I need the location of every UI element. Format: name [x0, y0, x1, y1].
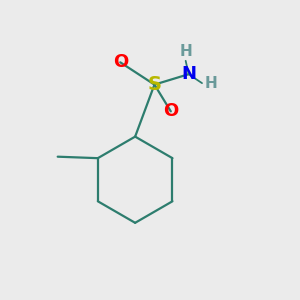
- Text: O: O: [113, 53, 128, 71]
- Text: H: H: [179, 44, 192, 59]
- Text: N: N: [181, 65, 196, 83]
- Text: O: O: [163, 102, 178, 120]
- Text: S: S: [148, 75, 161, 94]
- Text: H: H: [205, 76, 217, 91]
